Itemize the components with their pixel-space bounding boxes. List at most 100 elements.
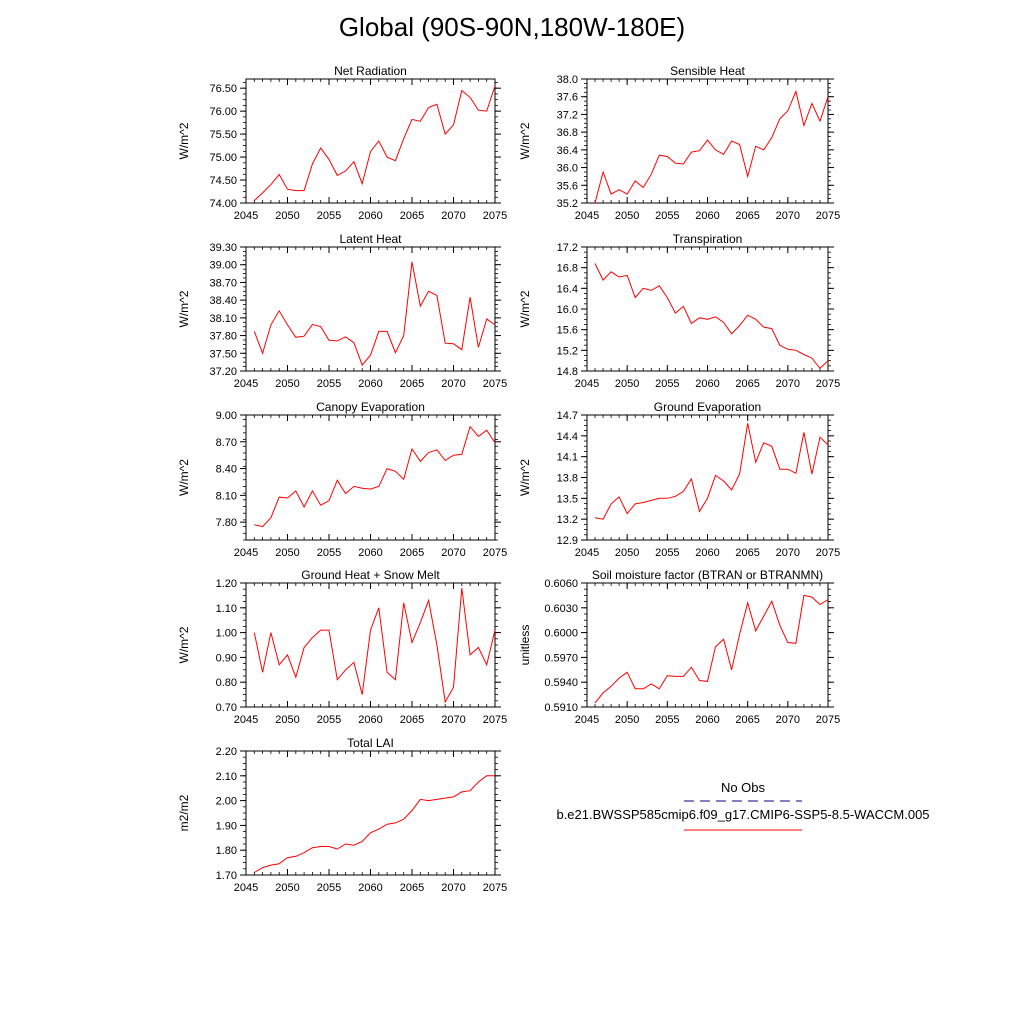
plot-frame xyxy=(245,582,496,708)
x-tick-label: 2050 xyxy=(615,210,639,222)
series-line xyxy=(253,85,496,202)
y-tick-label: 13.8 xyxy=(557,473,578,485)
y-tick-label: 16.4 xyxy=(557,283,578,295)
y-axis-label: m2/m2 xyxy=(177,794,191,831)
panel-title: Soil moisture factor (BTRAN or BTRANMN) xyxy=(592,568,823,582)
x-tick-label: 2045 xyxy=(234,547,258,559)
x-tick-label: 2075 xyxy=(816,378,840,390)
y-axis-label: W/m^2 xyxy=(177,459,191,496)
y-tick-label: 38.40 xyxy=(209,295,237,307)
panel-transpiration: 2045 2050 2055 2060 2065 2070 2075 14.8 15.2 15.6… xyxy=(518,232,840,390)
legend-model-label: b.e21.BWSSP585cmip6.f09_g17.CMIP6-SSP5-8… xyxy=(556,807,929,822)
x-tick-label: 2070 xyxy=(441,714,465,726)
y-tick-label: 9.00 xyxy=(216,410,237,422)
x-tick-label: 2070 xyxy=(776,210,800,222)
x-tick-label: 2075 xyxy=(816,210,840,222)
y-tick-label: 16.0 xyxy=(557,304,578,316)
plot-frame xyxy=(245,78,496,204)
y-tick-label: 1.00 xyxy=(216,628,237,640)
y-tick-label: 1.20 xyxy=(216,578,237,590)
series-line xyxy=(594,423,829,520)
plot-frame xyxy=(245,246,496,372)
y-tick-label: 37.6 xyxy=(557,92,578,104)
y-tick-label: 1.90 xyxy=(216,820,237,832)
y-tick-label: 16.8 xyxy=(557,263,578,275)
x-tick-label: 2045 xyxy=(234,882,258,894)
x-tick-label: 2070 xyxy=(441,210,465,222)
series-line xyxy=(254,425,496,528)
series-line xyxy=(594,263,829,370)
x-tick-label: 2075 xyxy=(483,378,507,390)
y-tick-label: 8.40 xyxy=(216,464,237,476)
x-tick-label: 2055 xyxy=(655,378,679,390)
y-tick-label: 1.10 xyxy=(216,603,237,615)
y-tick-label: 38.10 xyxy=(209,313,237,325)
y-tick-label: 35.2 xyxy=(557,198,578,210)
x-tick-label: 2065 xyxy=(400,210,424,222)
x-tick-label: 2075 xyxy=(483,882,507,894)
x-tick-label: 2060 xyxy=(695,714,719,726)
x-tick-label: 2065 xyxy=(400,882,424,894)
y-tick-label: 17.2 xyxy=(557,242,578,254)
y-axis-label: W/m^2 xyxy=(177,122,191,159)
x-tick-label: 2050 xyxy=(615,714,639,726)
y-axis-label: W/m^2 xyxy=(177,626,191,663)
y-tick-label: 0.5970 xyxy=(544,652,578,664)
panel-net-radiation: 2045 2050 2055 2060 2065 2070 2075 74.00 74.50 75… xyxy=(177,64,507,222)
x-tick-label: 2070 xyxy=(776,714,800,726)
y-tick-label: 75.00 xyxy=(209,152,237,164)
y-tick-label: 8.10 xyxy=(216,490,237,502)
y-tick-label: 15.6 xyxy=(557,325,578,337)
series-line xyxy=(254,775,495,873)
x-tick-label: 2070 xyxy=(776,547,800,559)
y-tick-label: 37.80 xyxy=(209,331,237,343)
y-tick-label: 37.20 xyxy=(209,366,237,378)
x-tick-label: 2060 xyxy=(695,210,719,222)
y-tick-label: 0.6000 xyxy=(544,628,578,640)
x-tick-label: 2065 xyxy=(735,210,759,222)
panel-ground-evaporation: 2045 2050 2055 2060 2065 2070 2075 12.9 13.2 13.5… xyxy=(518,400,840,559)
x-tick-label: 2075 xyxy=(816,547,840,559)
y-tick-label: 8.70 xyxy=(216,437,237,449)
x-tick-label: 2055 xyxy=(317,882,341,894)
x-tick-label: 2045 xyxy=(575,714,599,726)
x-tick-label: 2060 xyxy=(695,547,719,559)
x-tick-label: 2055 xyxy=(317,210,341,222)
y-tick-label: 38.0 xyxy=(557,74,578,86)
x-tick-label: 2055 xyxy=(655,547,679,559)
x-tick-label: 2050 xyxy=(275,882,299,894)
y-axis-label: W/m^2 xyxy=(518,290,532,327)
y-tick-label: 2.20 xyxy=(216,746,237,758)
panel-ground-heat-snow-melt: 2045 2050 2055 2060 2065 2070 2075 0.70 0.80 0.90… xyxy=(177,568,507,726)
y-tick-label: 35.6 xyxy=(557,180,578,192)
x-tick-label: 2075 xyxy=(483,547,507,559)
x-tick-label: 2045 xyxy=(234,210,258,222)
x-tick-label: 2055 xyxy=(655,714,679,726)
plot-frame xyxy=(586,246,829,372)
x-tick-label: 2050 xyxy=(275,714,299,726)
x-tick-label: 2055 xyxy=(655,210,679,222)
x-tick-label: 2075 xyxy=(483,210,507,222)
y-tick-label: 14.1 xyxy=(557,452,578,464)
x-tick-label: 2065 xyxy=(400,714,424,726)
panel-title: Latent Heat xyxy=(339,232,402,246)
x-tick-label: 2060 xyxy=(358,882,382,894)
y-axis-label: W/m^2 xyxy=(177,290,191,327)
y-tick-label: 75.50 xyxy=(209,129,237,141)
series-line xyxy=(253,587,496,704)
y-tick-label: 36.8 xyxy=(557,127,578,139)
panel-title: Ground Evaporation xyxy=(654,400,761,414)
panel-latent-heat: 2045 2050 2055 2060 2065 2070 2075 37.20 37.50 37… xyxy=(177,232,507,390)
x-tick-label: 2050 xyxy=(275,210,299,222)
x-tick-label: 2050 xyxy=(615,547,639,559)
y-tick-label: 0.80 xyxy=(216,677,237,689)
y-tick-label: 39.30 xyxy=(209,242,237,254)
x-tick-label: 2075 xyxy=(816,714,840,726)
x-tick-label: 2065 xyxy=(735,378,759,390)
legend-obs-label: No Obs xyxy=(721,780,766,795)
y-tick-label: 1.70 xyxy=(216,870,237,882)
panel-title: Canopy Evaporation xyxy=(316,400,425,414)
x-tick-label: 2070 xyxy=(776,378,800,390)
y-axis-label: W/m^2 xyxy=(518,459,532,496)
x-tick-label: 2070 xyxy=(441,378,465,390)
